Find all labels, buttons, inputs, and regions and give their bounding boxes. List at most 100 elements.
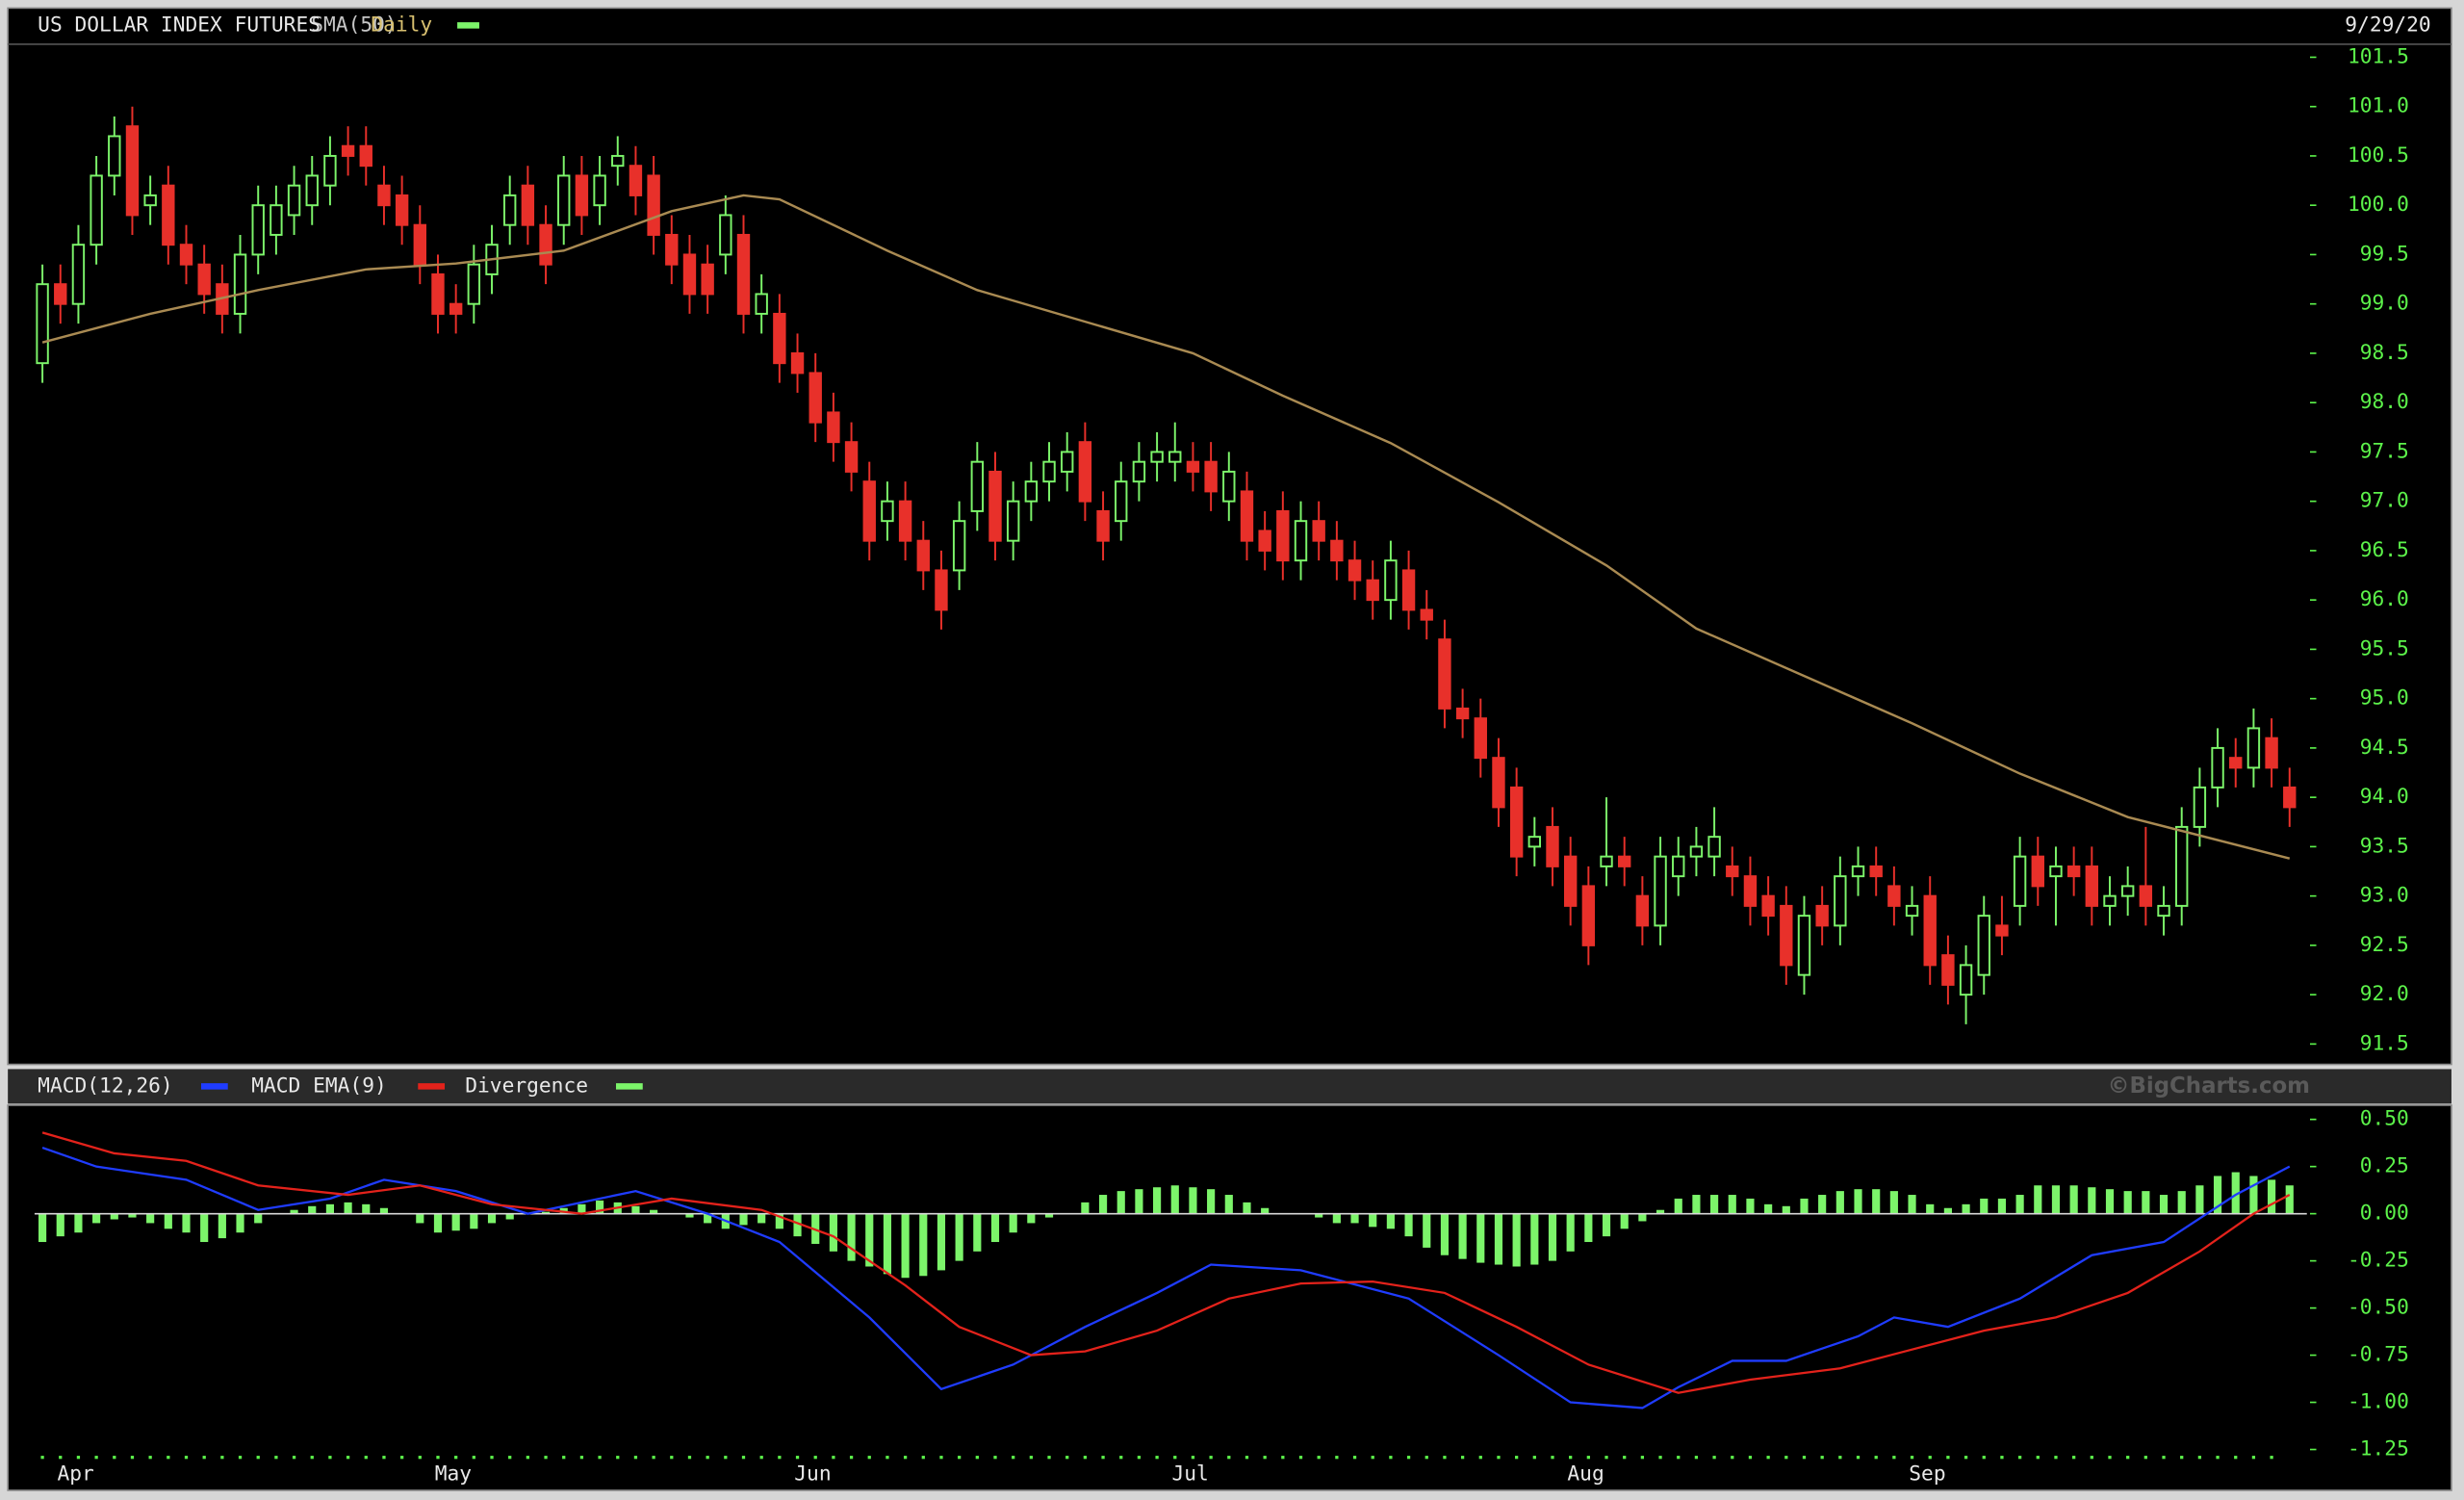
divergence-bar xyxy=(1656,1209,1665,1214)
x-tick xyxy=(1012,1456,1015,1460)
candle-body xyxy=(90,174,103,246)
x-tick xyxy=(724,1456,728,1460)
x-tick xyxy=(1119,1456,1123,1460)
divergence-bar xyxy=(1764,1203,1773,1214)
divergence-bar xyxy=(2285,1185,2294,1214)
x-tick xyxy=(2108,1456,2112,1460)
y-tick-label: 93.5 xyxy=(2360,834,2409,858)
price-panel xyxy=(7,7,2452,1066)
divergence-bar xyxy=(1710,1195,1719,1214)
x-tick xyxy=(1551,1456,1554,1460)
x-tick xyxy=(454,1456,458,1460)
candle-body xyxy=(2031,855,2044,888)
candle-body xyxy=(988,470,1002,542)
divergence-bar xyxy=(74,1213,83,1233)
x-tick xyxy=(1317,1456,1321,1460)
candle-body xyxy=(143,194,157,207)
y-tick-label: 92.0 xyxy=(2360,982,2409,1006)
divergence-bar xyxy=(1872,1189,1881,1214)
divergence-bar xyxy=(362,1203,371,1214)
candle-body xyxy=(1384,559,1398,602)
candle-body xyxy=(539,223,552,266)
x-tick-label: Aug xyxy=(1567,1462,1604,1487)
divergence-bar xyxy=(110,1213,118,1220)
candle-body xyxy=(1707,836,1721,858)
x-tick xyxy=(1694,1456,1699,1460)
y-tick-label: -1.00 xyxy=(2348,1390,2409,1414)
candle-body xyxy=(377,184,391,207)
y-tick-label: 101.0 xyxy=(2348,94,2409,118)
x-tick xyxy=(939,1456,943,1460)
x-tick xyxy=(778,1456,782,1460)
divergence-bar xyxy=(1818,1195,1827,1214)
divergence-bar xyxy=(1009,1213,1017,1233)
candle-body xyxy=(179,244,193,266)
x-tick xyxy=(328,1456,332,1460)
x-tick xyxy=(1731,1456,1734,1460)
x-tick xyxy=(562,1456,566,1460)
divergence-bar xyxy=(56,1213,64,1237)
y-tick-label: 95.5 xyxy=(2360,636,2409,660)
divergence-bar xyxy=(596,1200,604,1214)
divergence-bar xyxy=(937,1213,946,1271)
x-tick xyxy=(1191,1456,1195,1460)
divergence-bar xyxy=(1116,1191,1125,1214)
x-tick xyxy=(1515,1456,1519,1460)
divergence-bar xyxy=(487,1213,497,1224)
x-tick xyxy=(1766,1456,1770,1460)
x-tick xyxy=(184,1456,189,1460)
divergence-bar xyxy=(919,1213,928,1277)
candle-body xyxy=(1546,825,1559,867)
divergence-bar xyxy=(1315,1213,1323,1218)
x-tick xyxy=(2126,1456,2130,1460)
divergence-bar xyxy=(92,1213,101,1224)
divergence-bar xyxy=(1782,1205,1790,1214)
x-tick xyxy=(2162,1456,2166,1460)
candle-body xyxy=(1887,885,1901,907)
candle-body xyxy=(251,204,265,256)
candle-body xyxy=(1654,855,1667,927)
divergence-bar xyxy=(1638,1213,1647,1222)
candle-body xyxy=(1689,845,1704,858)
divergence-bar xyxy=(1044,1213,1054,1218)
y-tick-label: 98.5 xyxy=(2360,341,2409,365)
divergence-bar xyxy=(541,1211,551,1214)
candle-body xyxy=(341,144,355,157)
x-tick xyxy=(1910,1456,1914,1460)
candle-body xyxy=(719,214,732,256)
candle-body xyxy=(1492,757,1505,809)
x-tick xyxy=(1371,1456,1374,1460)
candle-body xyxy=(647,174,660,236)
y-tick-label: 0.50 xyxy=(2360,1107,2409,1131)
y-tick-label: 100.0 xyxy=(2348,193,2409,217)
y-tick-label: 99.5 xyxy=(2360,242,2409,266)
candle-body xyxy=(1312,520,1325,542)
divergence-bar xyxy=(379,1207,389,1214)
divergence-bar xyxy=(1980,1198,1989,1214)
divergence-bar xyxy=(1369,1213,1377,1228)
x-tick xyxy=(670,1456,674,1460)
x-tick xyxy=(958,1456,962,1460)
x-tick xyxy=(1874,1456,1878,1460)
x-tick xyxy=(1712,1456,1716,1460)
x-tick xyxy=(256,1456,260,1460)
divergence-bar xyxy=(2231,1172,2240,1214)
candle-body xyxy=(808,372,822,424)
candle-body xyxy=(557,174,571,226)
candle-body xyxy=(1330,539,1344,562)
x-tick xyxy=(1640,1456,1645,1460)
x-tick xyxy=(903,1456,908,1460)
divergence-bar xyxy=(2069,1185,2078,1214)
x-tick xyxy=(238,1456,243,1460)
candle-body xyxy=(1780,904,1793,967)
x-tick xyxy=(436,1456,440,1460)
y-tick-label: -1.25 xyxy=(2348,1437,2409,1461)
x-tick xyxy=(1748,1456,1753,1460)
divergence-bar xyxy=(1728,1195,1736,1214)
y-tick-label: 94.5 xyxy=(2360,736,2409,760)
y-tick-label: 97.0 xyxy=(2360,489,2409,513)
x-tick xyxy=(652,1456,655,1460)
candle-body xyxy=(898,500,912,542)
x-tick xyxy=(1497,1456,1501,1460)
y-tick-label: 93.0 xyxy=(2360,884,2409,908)
